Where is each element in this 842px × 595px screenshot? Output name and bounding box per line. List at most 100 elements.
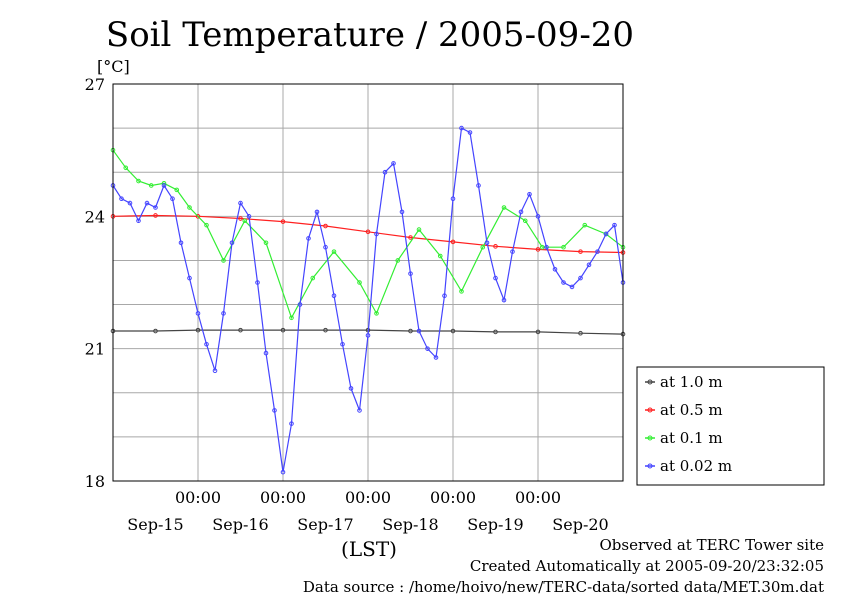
legend-label: at 1.0 m <box>660 373 723 391</box>
x-day-label: Sep-16 <box>212 515 268 534</box>
data-point <box>480 244 486 250</box>
data-point <box>501 297 507 303</box>
data-point <box>310 275 316 281</box>
series-layer <box>110 125 626 475</box>
data-point <box>395 258 401 263</box>
data-point <box>238 216 243 221</box>
data-point <box>153 205 158 210</box>
data-point <box>399 209 405 215</box>
data-point <box>314 209 320 215</box>
series-3 <box>110 125 626 475</box>
data-point <box>195 214 201 219</box>
data-point <box>476 183 481 188</box>
data-point <box>280 469 286 475</box>
data-point <box>382 169 388 175</box>
data-point <box>263 350 269 356</box>
data-point <box>416 227 422 232</box>
data-point <box>365 333 371 338</box>
data-point <box>331 293 337 299</box>
data-point <box>153 213 158 218</box>
data-point <box>178 240 184 246</box>
data-point <box>348 386 354 391</box>
data-point <box>527 191 532 197</box>
data-point <box>612 222 617 228</box>
legend-label: at 0.02 m <box>660 457 732 475</box>
data-point <box>289 315 294 321</box>
data-point <box>484 240 490 246</box>
footer-source: Data source : /home/hoivo/new/TERC-data/… <box>303 578 824 595</box>
axis-labels: 18 21 24 27 00:00 00:00 00:00 00:00 00:00 Sep-15 S… <box>85 75 609 534</box>
data-point <box>539 244 545 250</box>
x-tick-label: 00:00 <box>260 488 306 507</box>
x-tick-label: 00:00 <box>345 488 391 507</box>
data-point <box>204 222 209 228</box>
data-point <box>195 311 201 316</box>
footer-created: Created Automatically at 2005-09-20/23:3… <box>470 557 824 575</box>
data-point <box>365 229 371 235</box>
data-point <box>136 218 141 224</box>
legend: at 1.0 m at 0.5 m at 0.1 m at 0.02 m <box>636 366 825 486</box>
data-point <box>221 311 226 316</box>
data-point <box>408 328 413 334</box>
data-point <box>374 311 379 316</box>
data-point <box>204 341 209 347</box>
series-line <box>112 149 624 320</box>
data-point <box>425 346 430 351</box>
data-point <box>582 222 588 228</box>
y-tick-label: 24 <box>85 207 105 226</box>
data-point <box>323 223 328 229</box>
data-point <box>450 196 456 201</box>
data-point <box>306 236 311 241</box>
data-point <box>323 244 328 250</box>
legend-label: at 0.1 m <box>660 429 723 447</box>
data-point <box>357 280 362 285</box>
legend-swatch-marker <box>647 435 653 441</box>
data-point <box>374 231 379 237</box>
data-point <box>148 183 154 188</box>
data-point <box>391 161 396 166</box>
data-point <box>493 329 498 335</box>
data-point <box>535 247 541 252</box>
data-point <box>578 249 583 254</box>
x-day-label: Sep-18 <box>382 515 438 534</box>
data-point <box>153 328 158 334</box>
data-point <box>416 328 422 334</box>
data-point <box>493 244 498 249</box>
data-point <box>450 239 456 245</box>
data-point <box>522 218 528 224</box>
data-point <box>578 330 583 336</box>
data-point <box>603 231 609 237</box>
data-point <box>297 302 303 307</box>
data-point <box>119 196 124 201</box>
y-axis-unit-label: [°C] <box>97 57 130 76</box>
x-tick-label: 00:00 <box>515 488 561 507</box>
data-point <box>246 214 252 219</box>
data-point <box>174 187 180 193</box>
x-axis-label: (LST) <box>341 537 397 561</box>
data-point <box>127 200 133 206</box>
plot-frame <box>112 83 624 482</box>
data-point <box>510 249 515 254</box>
x-day-label: Sep-19 <box>467 515 523 534</box>
data-point <box>187 205 192 210</box>
data-point <box>161 183 167 188</box>
data-point <box>535 329 541 335</box>
data-point <box>561 244 566 250</box>
data-point <box>340 341 345 347</box>
data-point <box>459 289 464 294</box>
data-point <box>501 205 507 210</box>
data-point <box>433 355 439 360</box>
data-point <box>561 280 566 285</box>
data-point <box>144 200 150 206</box>
legend-swatch-marker <box>647 463 653 469</box>
grid-lines <box>113 84 623 481</box>
data-point <box>578 275 583 281</box>
data-point <box>272 408 277 413</box>
x-day-label: Sep-17 <box>297 515 353 534</box>
data-point <box>323 327 328 333</box>
x-tick-label: 00:00 <box>430 488 476 507</box>
y-tick-label: 27 <box>85 75 105 94</box>
data-point <box>229 240 235 246</box>
footer-site: Observed at TERC Tower site <box>599 536 824 554</box>
